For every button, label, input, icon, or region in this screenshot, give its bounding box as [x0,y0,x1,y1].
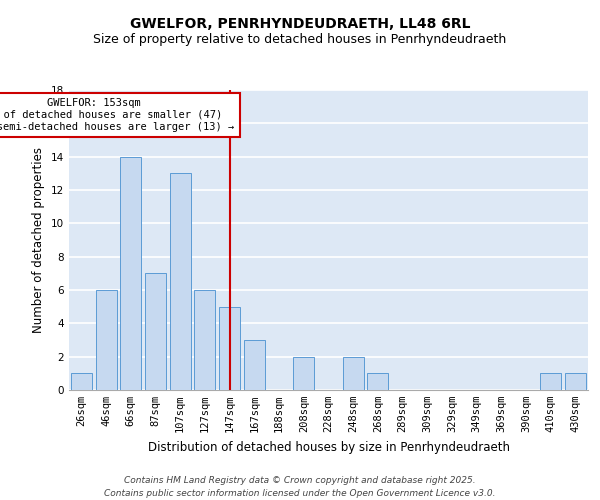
Bar [343,356,364,390]
Bar [120,156,141,390]
Bar [219,306,240,390]
Text: Contains HM Land Registry data © Crown copyright and database right 2025.
Contai: Contains HM Land Registry data © Crown c… [104,476,496,498]
Bar [95,290,116,390]
Text: GWELFOR: 153sqm
← 78% of detached houses are smaller (47)
22% of semi-detached h: GWELFOR: 153sqm ← 78% of detached houses… [0,98,235,132]
Text: GWELFOR, PENRHYNDEUDRAETH, LL48 6RL: GWELFOR, PENRHYNDEUDRAETH, LL48 6RL [130,18,470,32]
Bar [293,356,314,390]
Bar [194,290,215,390]
X-axis label: Distribution of detached houses by size in Penrhyndeudraeth: Distribution of detached houses by size … [148,440,509,454]
Bar [367,374,388,390]
Bar [170,174,191,390]
Bar [244,340,265,390]
Text: Size of property relative to detached houses in Penrhyndeudraeth: Size of property relative to detached ho… [94,32,506,46]
Bar [541,374,562,390]
Bar [565,374,586,390]
Bar [145,274,166,390]
Y-axis label: Number of detached properties: Number of detached properties [32,147,46,333]
Bar [71,374,92,390]
